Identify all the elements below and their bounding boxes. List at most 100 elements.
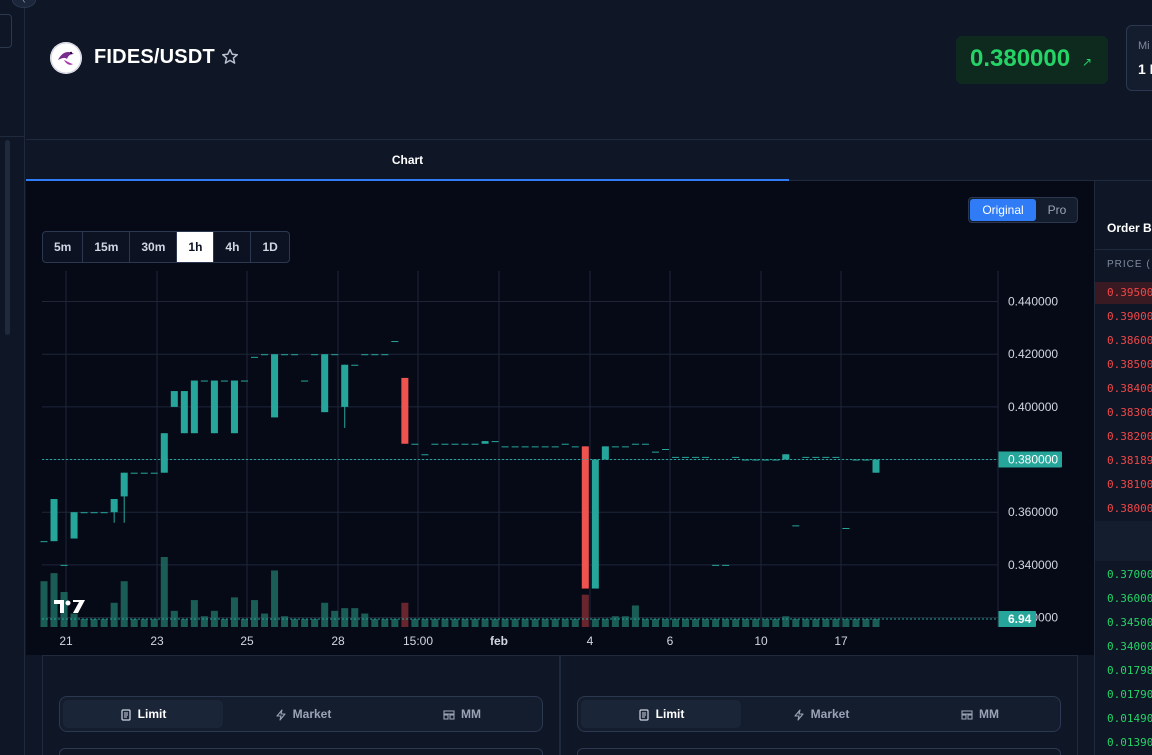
candle-body — [50, 499, 58, 542]
ask-row[interactable]: 0.38400 — [1107, 382, 1152, 395]
candle-body — [822, 456, 830, 458]
candle-body — [702, 456, 710, 458]
volume-bar — [341, 608, 349, 627]
price-column-header: PRICE ( — [1107, 259, 1151, 270]
candle-body — [190, 380, 198, 434]
candle-body — [521, 446, 529, 448]
y-tick-label: 0.340000 — [1008, 558, 1058, 572]
candle-body — [230, 380, 238, 434]
ask-row[interactable]: 0.39500 — [1095, 282, 1152, 304]
volume-bar — [511, 618, 519, 627]
ask-row[interactable]: 0.38300 — [1107, 406, 1152, 419]
buy-form: Limit Market MM — [42, 655, 560, 755]
candle-body — [862, 459, 870, 461]
interval-15m[interactable]: 15m — [83, 232, 131, 262]
bid-row[interactable]: 0.36000 — [1107, 592, 1152, 605]
volume-bar — [722, 618, 730, 627]
bid-row[interactable]: 0.01798 — [1107, 664, 1152, 677]
volume-bar — [752, 618, 760, 627]
volume-bar — [451, 618, 459, 627]
volume-bar — [421, 618, 429, 627]
x-tick-label: 25 — [240, 634, 254, 648]
volume-bar — [200, 616, 208, 627]
tab-chart[interactable]: Chart — [26, 140, 789, 181]
price-chart[interactable]: 0.440000 0.420000 0.400000 0.380000 0.360000… — [26, 181, 1094, 655]
stat-label: Mi — [1138, 40, 1150, 52]
volume-bar — [40, 581, 48, 627]
volume-bar — [311, 618, 319, 627]
ask-row[interactable]: 0.38600 — [1107, 334, 1152, 347]
tab-mm[interactable]: MM — [383, 700, 541, 728]
candle-body — [261, 354, 269, 356]
left-sidebar: ‹ — [0, 0, 36, 755]
price-input-field[interactable] — [59, 748, 543, 755]
bid-row[interactable]: 0.01390 — [1107, 736, 1152, 749]
order-book-divider — [1095, 249, 1152, 250]
candle-body — [110, 499, 118, 513]
candle-body — [471, 443, 479, 445]
view-tabs: Chart — [26, 140, 1152, 181]
bid-row[interactable]: 0.37000 — [1107, 568, 1152, 581]
volume-bar — [792, 618, 800, 627]
volume-bar — [501, 618, 509, 627]
candle-body — [301, 380, 309, 382]
last-price: 0.380000 — [970, 45, 1071, 72]
tab-limit[interactable]: Limit — [581, 700, 741, 728]
sidebar-divider — [0, 136, 25, 137]
tab-limit[interactable]: Limit — [63, 700, 223, 728]
star-icon[interactable] — [220, 47, 240, 67]
order-type-tabs: Limit Market MM — [59, 696, 543, 732]
x-tick-label: 21 — [59, 634, 73, 648]
volume-bar — [641, 618, 649, 627]
ask-row[interactable]: 0.38189 — [1107, 454, 1152, 467]
sidebar-search-box[interactable] — [0, 14, 12, 48]
sidebar-scrollbar[interactable] — [5, 140, 10, 335]
interval-5m[interactable]: 5m — [43, 232, 84, 262]
volume-bar — [842, 618, 850, 627]
volume-bar — [140, 618, 148, 627]
tab-market-label: Market — [810, 707, 850, 721]
volume-tag — [998, 611, 1036, 627]
candle-body — [561, 443, 569, 445]
candle-body — [281, 354, 289, 356]
volume-bar — [772, 618, 780, 627]
candle-body — [762, 459, 770, 461]
ask-row[interactable]: 0.38500 — [1107, 358, 1152, 371]
interval-1d[interactable]: 1D — [262, 240, 278, 254]
candle-body — [631, 443, 639, 445]
volume-bar — [431, 618, 439, 627]
tab-market[interactable]: Market — [741, 700, 901, 728]
interval-4h[interactable]: 4h — [214, 232, 252, 262]
candle-body — [160, 433, 168, 473]
ask-row[interactable]: 0.38200 — [1107, 430, 1152, 443]
bid-row[interactable]: 0.01490 — [1107, 712, 1152, 725]
ask-row[interactable]: 0.38000 — [1107, 502, 1152, 515]
volume-bar — [391, 618, 399, 627]
candle-body — [240, 380, 248, 382]
ask-row[interactable]: 0.39000 — [1107, 310, 1152, 323]
bid-row[interactable]: 0.34500 — [1107, 616, 1152, 629]
toggle-pro-button[interactable]: Pro — [1047, 203, 1067, 217]
bid-row[interactable]: 0.34000 — [1107, 640, 1152, 653]
candle-body — [311, 354, 319, 356]
volume-bar — [591, 618, 599, 627]
candle-body — [581, 446, 589, 589]
candle-body — [451, 443, 459, 445]
interval-30m[interactable]: 30m — [130, 232, 178, 262]
candle-body — [692, 456, 700, 458]
candle-body — [732, 456, 740, 458]
tab-mm-label: MM — [979, 707, 999, 721]
tab-market[interactable]: Market — [223, 700, 383, 728]
order-book-spread — [1095, 521, 1152, 561]
volume-bar — [832, 618, 840, 627]
tab-mm[interactable]: MM — [901, 700, 1059, 728]
toggle-original-button[interactable]: Original — [970, 199, 1036, 221]
volume-bar — [371, 618, 379, 627]
market-stat-box: Mi 1 I — [1126, 25, 1152, 91]
price-input-field[interactable] — [577, 748, 1061, 755]
volume-bar — [732, 618, 740, 627]
interval-1h[interactable]: 1h — [177, 232, 215, 262]
bid-row[interactable]: 0.01790 — [1107, 688, 1152, 701]
volume-bar — [491, 618, 499, 627]
ask-row[interactable]: 0.38100 — [1107, 478, 1152, 491]
